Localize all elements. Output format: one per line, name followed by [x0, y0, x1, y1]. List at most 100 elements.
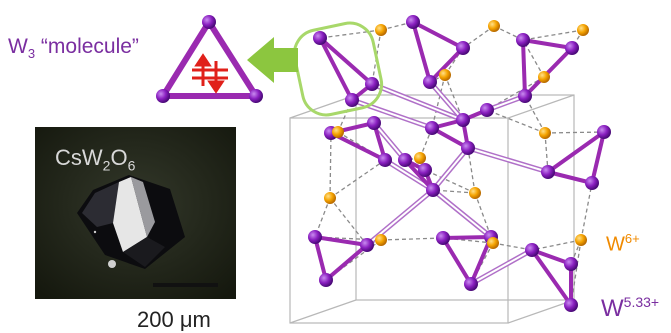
w-o-dashed-bond — [329, 197, 368, 246]
inter-cluster-links — [351, 80, 549, 287]
w533-atom — [308, 230, 322, 244]
w533-atom — [423, 75, 437, 89]
spin-pair-icon — [192, 53, 228, 94]
w-o-dashed-bond — [424, 169, 476, 194]
w533-atom — [516, 33, 530, 47]
inter-cluster-link-core — [467, 147, 549, 173]
w533-atom — [585, 176, 599, 190]
w-o-dashed-bond — [570, 239, 582, 306]
w6-atom — [469, 187, 481, 199]
w-o-dashed-bond — [474, 192, 492, 238]
w533-atom — [436, 231, 450, 245]
w533-atom — [525, 243, 539, 257]
w-w-bond — [521, 38, 574, 50]
w3-triangle-bonds — [313, 20, 606, 307]
w533-atom — [360, 238, 374, 252]
w-w-bond — [318, 36, 374, 86]
w533-atom — [565, 41, 579, 55]
w533-legend-label: W5.33+ — [601, 294, 660, 322]
w-o-dashed-bond — [544, 131, 605, 134]
w-o-dashed-bond — [486, 109, 546, 134]
w533-atom — [319, 273, 333, 287]
w6-atom — [538, 71, 550, 83]
w-w-bond — [441, 235, 493, 240]
w-o-dashed-bond — [380, 237, 444, 241]
w-w-bond — [324, 243, 369, 282]
w3-molecule-schematic — [156, 15, 263, 103]
w533-atom — [461, 141, 475, 155]
w533-atom — [313, 31, 327, 45]
w-w-bond — [313, 235, 328, 282]
w533-atom — [564, 257, 578, 271]
w6-atom — [577, 24, 589, 36]
w6-atom — [575, 234, 587, 246]
w533-atom — [398, 153, 412, 167]
w-w-bond — [523, 46, 574, 98]
w6-atom — [332, 126, 344, 138]
w-w-bond — [590, 130, 606, 185]
inter-cluster-link-core — [470, 249, 533, 285]
w-w-bond — [546, 130, 606, 174]
w6-atom — [539, 127, 551, 139]
w-w-bond — [521, 38, 527, 98]
w-o-dashed-bond — [371, 29, 382, 85]
crystal-micrograph: CsW2O6 — [35, 127, 236, 299]
w-o-dashed-bond — [444, 47, 464, 76]
w-o-dashed-bond — [444, 74, 464, 121]
w-o-dashed-bond — [419, 127, 433, 159]
w-o-dashed-bond — [467, 147, 476, 194]
w6-atom — [487, 237, 499, 249]
w-w-bond — [313, 235, 369, 247]
w533-atom — [541, 165, 555, 179]
inter-cluster-link-core — [351, 99, 433, 129]
w533-atom — [367, 116, 381, 130]
w533-atom — [456, 113, 470, 127]
w533-atom — [597, 125, 611, 139]
w-o-dashed-bond — [522, 29, 584, 41]
w-o-dashed-bond — [522, 39, 545, 78]
w533-atom — [564, 298, 578, 312]
w-o-dashed-bond — [531, 239, 582, 251]
w-o-dashed-bond — [493, 25, 524, 41]
highlighted-w3-cluster — [292, 21, 384, 117]
w-w-bond — [411, 20, 465, 50]
w6-atom — [414, 152, 426, 164]
w6-atom — [375, 24, 387, 36]
w533-atom — [425, 121, 439, 135]
inter-cluster-link-core — [432, 147, 469, 191]
atoms — [308, 15, 611, 312]
green-arrow — [247, 37, 298, 83]
w533-atom — [365, 77, 379, 91]
w-w-bond — [411, 20, 432, 84]
w-o-dashed-bond — [580, 182, 593, 241]
w533-atom — [480, 103, 494, 117]
w6-atom — [375, 234, 387, 246]
w6-atom — [439, 69, 451, 81]
w3-molecule-label: W3 “molecule” — [8, 35, 139, 62]
scale-bar-label: 200 μm — [137, 307, 211, 332]
w6-atom — [324, 192, 336, 204]
crystal-shape — [35, 127, 236, 299]
inter-cluster-link-core — [384, 159, 434, 191]
w6-atom — [488, 20, 500, 32]
w6-legend-label: W6+ — [606, 231, 640, 256]
inter-cluster-link-core — [371, 83, 464, 121]
w-o-dashed-bond — [442, 237, 494, 244]
w533-atom — [456, 41, 470, 55]
w-o-dashed-bond — [380, 21, 414, 31]
w-o-dashed-bond — [431, 74, 446, 129]
w-o-dashed-bond — [329, 159, 386, 199]
w-o-dashed-bond — [432, 189, 476, 194]
scale-bar — [153, 283, 218, 287]
w533-atom — [518, 89, 532, 103]
w533-atom — [378, 153, 392, 167]
w-w-bond — [546, 170, 594, 185]
w-o-dashed-bond — [319, 29, 382, 39]
compound-label: CsW2O6 — [55, 145, 136, 174]
w-w-bond — [441, 236, 473, 286]
w-o-dashed-bond — [486, 76, 545, 111]
w533-atom — [406, 15, 420, 29]
w533-atom — [464, 277, 478, 291]
